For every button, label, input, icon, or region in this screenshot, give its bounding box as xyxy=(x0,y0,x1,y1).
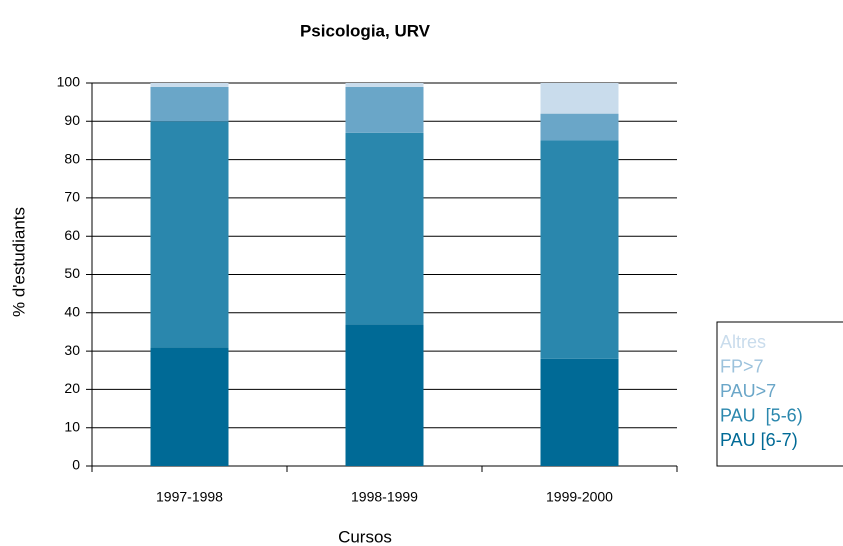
y-tick-label: 50 xyxy=(64,265,80,281)
x-tick-label: 1997-1998 xyxy=(156,489,223,505)
bar-segment xyxy=(150,121,229,348)
y-tick-label: 0 xyxy=(72,457,80,473)
bar-segment xyxy=(345,132,424,325)
y-tick-label: 60 xyxy=(64,227,80,243)
bar-segment xyxy=(540,140,619,359)
bar-segment xyxy=(345,324,424,466)
legend-label: PAU [6-7) xyxy=(720,430,798,450)
y-tick-label: 100 xyxy=(57,74,81,90)
y-axis-label: % d'estudiants xyxy=(9,207,28,317)
chart-title: Psicologia, URV xyxy=(300,21,431,40)
legend-label: PAU>7 xyxy=(720,381,776,401)
x-axis-label: Cursos xyxy=(338,527,392,546)
y-tick-label: 90 xyxy=(64,112,80,128)
y-tick-label: 80 xyxy=(64,150,80,166)
legend-label: Altres xyxy=(720,332,766,352)
bar-segment xyxy=(150,83,229,87)
bar-segment xyxy=(150,86,229,122)
bar-segment xyxy=(150,347,229,466)
bar-segment xyxy=(345,86,424,133)
y-tick-label: 30 xyxy=(64,342,80,358)
bar-segment xyxy=(540,358,619,466)
y-tick-label: 20 xyxy=(64,380,80,396)
x-tick-label: 1998-1999 xyxy=(351,489,418,505)
y-tick-label: 10 xyxy=(64,418,80,434)
bar-segment xyxy=(540,113,619,141)
legend-label: FP>7 xyxy=(720,356,764,376)
legend-label: PAU [5-6) xyxy=(720,405,803,425)
y-tick-label: 40 xyxy=(64,304,80,320)
x-tick-label: 1999-2000 xyxy=(546,489,613,505)
y-tick-label: 70 xyxy=(64,189,80,205)
bar-segment xyxy=(345,83,424,87)
legend-box xyxy=(716,321,843,467)
bar-segment xyxy=(540,83,619,114)
